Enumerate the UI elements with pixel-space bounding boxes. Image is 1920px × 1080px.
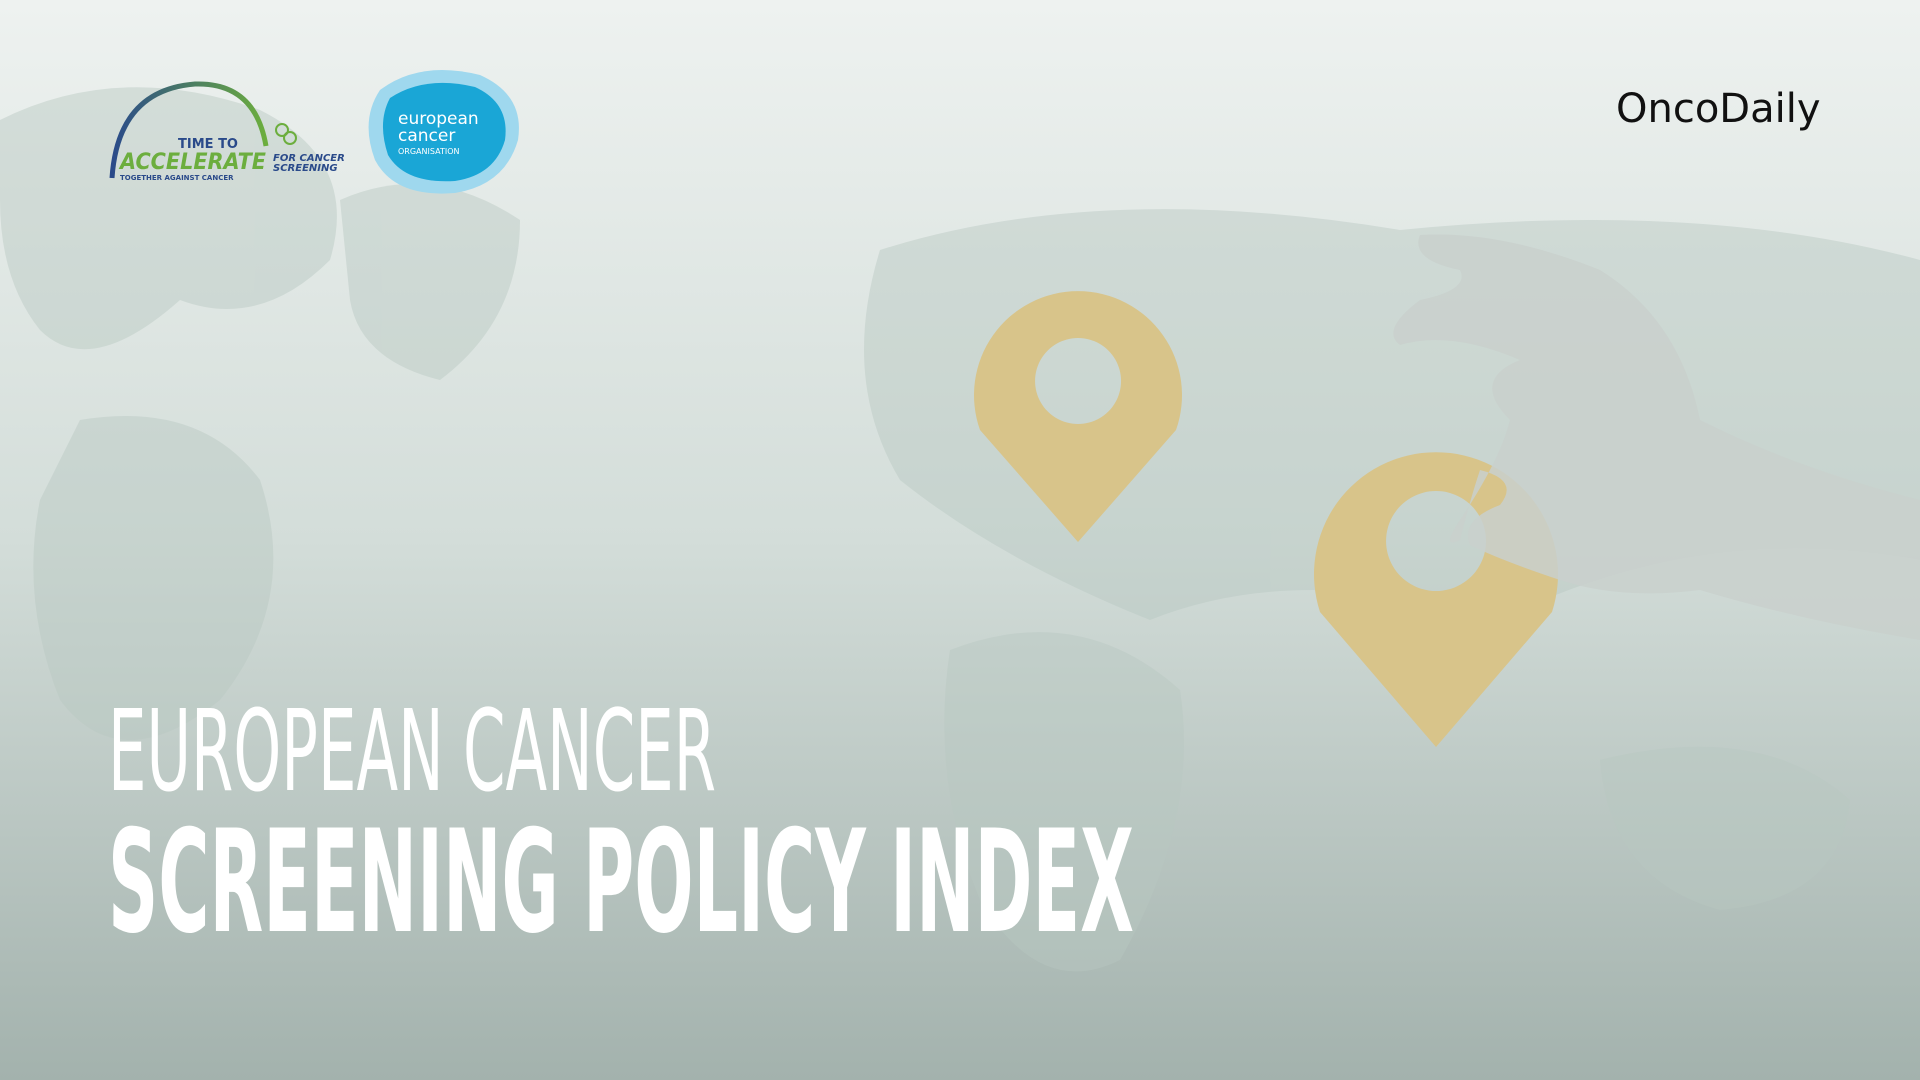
- title-line: EUROPEAN CANCER: [108, 687, 716, 817]
- logo-text: SCREENING: [273, 163, 338, 174]
- brand: OncoDaily: [1616, 86, 1821, 132]
- logo-arc: [109, 81, 269, 179]
- accelerate-logo: TIME TO ACCELERATE FOR CANCER SCREENING …: [109, 81, 345, 182]
- logo-text: ORGANISATION: [398, 147, 459, 156]
- logo-text: FOR CANCER: [273, 153, 345, 164]
- eco-logo: european cancer ORGANISATION: [368, 70, 519, 194]
- logo-text: ACCELERATE: [118, 150, 266, 175]
- map-pin: [974, 291, 1182, 542]
- logo-text: cancer: [398, 126, 455, 146]
- title-line: SCREENING POLICY INDEX: [108, 800, 1134, 965]
- logo-text: TIME TO: [178, 137, 238, 152]
- logo-text: european: [398, 109, 479, 129]
- logo-icon: [275, 123, 289, 137]
- hand: [1393, 234, 1920, 640]
- logo-icon: [283, 131, 297, 145]
- logo-text: TOGETHER AGAINST CANCER: [120, 174, 234, 182]
